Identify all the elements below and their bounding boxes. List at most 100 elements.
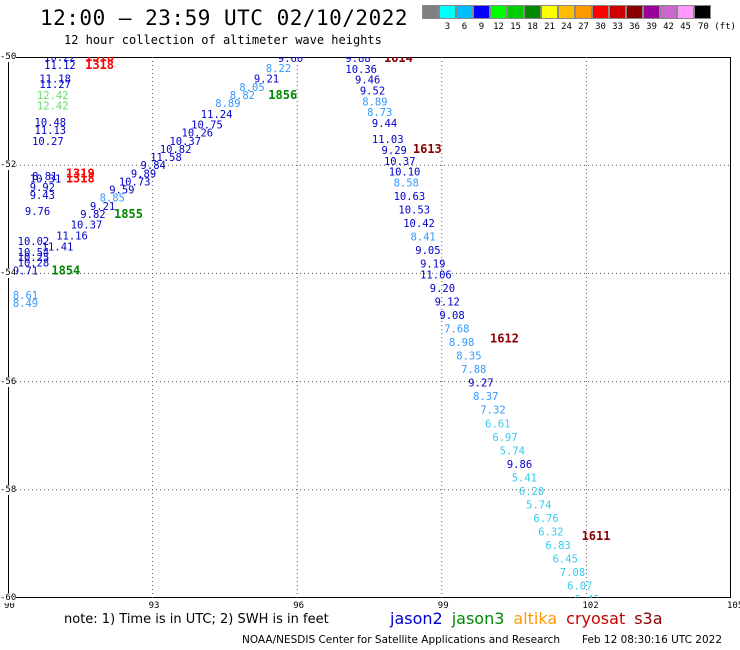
latitude-tick-label: -56 [0,376,17,387]
wave-height-value: 10.75 [191,120,223,132]
wave-height-value: 8.89 [362,96,387,108]
wave-height-value: 10.37 [71,220,103,232]
legend-swatch [694,5,711,19]
wave-height-value: 6.07 [567,581,592,593]
legend-label: 70 (ft) [698,22,736,32]
legend-swatch [439,5,456,19]
wave-height-value: 12.42 [37,101,69,113]
wave-height-value: 9.76 [25,206,50,218]
legend-swatch [507,5,524,19]
pass-number-label: 1613 [413,142,442,156]
wave-height-value: 8.73 [367,107,392,119]
wave-height-value: 11.58 [150,152,182,164]
latitude-tick-label: -52 [0,160,17,171]
wave-height-value: 11.24 [201,109,233,121]
map-frame [8,57,731,598]
wave-height-value: 7.88 [461,364,486,376]
color-scale-labels: 3 6 9 12 15 18 21 24 27 30 33 36 39 42 45 70 (ft) [422,22,736,32]
altimeter-map-plot: 10.2211.1211.1811.2712.4212.4210.4811.13… [8,57,731,598]
wave-height-value: 9.27 [468,378,493,390]
satellite-jason3: jason3 [451,609,505,628]
wave-height-value: 6.83 [545,540,570,552]
wave-height-value: 11.12 [44,60,76,72]
page-title: 12:00 — 23:59 UTC 02/10/2022 [40,6,409,30]
wave-height-value: 10.53 [398,205,430,217]
wave-height-value: 9.43 [30,190,55,202]
legend-swatch [422,5,439,19]
wave-height-value: 9.29 [382,145,407,157]
wave-height-value: 9.20 [430,283,455,295]
wave-height-value: 6.45 [553,554,578,566]
wave-height-value: 10.48 [35,117,67,129]
legend-label: 12 [493,22,504,32]
legend-swatch [575,5,592,19]
wave-height-value: 6.20 [519,486,544,498]
pass-number-label: 1856 [268,88,297,102]
wave-height-value: 8.61 [13,290,38,302]
satellite-altika: altika [513,609,558,628]
wave-height-value: 6.76 [533,513,558,525]
units-note: note: 1) Time is in UTC; 2) SWH is in fe… [64,612,329,627]
legend-label: 36 [629,22,640,32]
legend-swatch [473,5,490,19]
wave-height-value: 6.32 [538,526,563,538]
legend-label: 15 [510,22,521,32]
wave-height-value: 6.97 [492,432,517,444]
legend-label: 24 [561,22,572,32]
wave-height-value: 10.28 [18,258,50,270]
wave-height-value: 8.05 [239,82,264,94]
legend-label [422,22,439,32]
legend-label: 21 [544,22,555,32]
wave-height-value: 10.82 [160,144,192,156]
wave-height-value: 10.26 [182,128,214,140]
wave-height-value: 9.52 [360,86,385,98]
longitude-tick-label: 105 [727,601,740,611]
latitude-tick-label: -58 [0,484,17,495]
legend-label: 18 [527,22,538,32]
legend-swatch [643,5,660,19]
wave-height-value: 9.89 [131,168,156,180]
wave-height-value: 8.22 [266,63,291,75]
wave-height-value: 6.43 [574,594,599,598]
latitude-tick-label: -54 [0,268,17,279]
longitude-tick-label: 99 [437,601,449,611]
pass-number-label: 1614 [384,57,413,65]
legend-swatch [558,5,575,19]
pass-number-label: 1318 [85,57,114,64]
wave-height-value: 10.36 [345,64,377,76]
longitude-tick-label: 96 [293,601,305,611]
satellite-jason2: jason2 [390,609,443,628]
longitude-tick-label: 93 [148,601,160,611]
wave-height-value: 7.32 [480,405,505,417]
pass-number-label: 1318 [66,172,95,186]
legend-label: 39 [646,22,657,32]
wave-height-value: 10.37 [169,136,201,148]
wave-height-value: 8.85 [100,193,125,205]
wave-height-value: 10.25 [18,252,50,264]
wave-height-value: 9.59 [109,185,134,197]
color-scale-legend [422,5,711,19]
pass-number-label: 1318 [85,58,114,72]
wave-height-value: 10.27 [32,136,64,148]
wave-height-value: 10.63 [394,191,426,203]
wave-height-value: 10.22 [44,57,76,64]
wave-height-value: 7.68 [444,324,469,336]
wave-height-value: 5.74 [526,499,551,511]
wave-height-value: 9.12 [435,297,460,309]
legend-label: 3 [444,22,451,32]
legend-swatch [456,5,473,19]
wave-height-value: 9.60 [278,57,303,65]
wave-height-value: 9.71 [13,266,38,278]
wave-height-value: 9.19 [420,259,445,271]
credit-line: NOAA/NESDIS Center for Satellite Applica… [242,634,560,646]
wave-height-value: 11.03 [372,134,404,146]
wave-height-value: 9.86 [507,459,532,471]
pass-number-label: 1854 [51,264,80,278]
legend-label: 42 [663,22,674,32]
wave-height-value: 9.21 [254,74,279,86]
wave-height-value: 8.58 [394,178,419,190]
wave-height-value: 8.49 [13,298,38,310]
wave-height-value: 10.10 [389,167,421,179]
wave-height-value: 8.35 [456,351,481,363]
wave-height-value: 10.31 [30,174,62,186]
